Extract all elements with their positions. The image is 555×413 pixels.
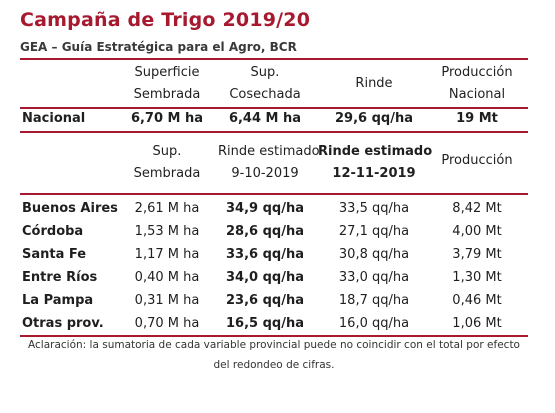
national-harvested: 6,44 M ha bbox=[228, 111, 302, 126]
province-header-yield-nov: Rinde estimado 12-11-2019 bbox=[318, 141, 433, 185]
province-sown: 0,70 M ha bbox=[134, 316, 200, 331]
province-yield-oct: 33,6 qq/ha bbox=[226, 247, 304, 262]
national-header-yield: Rinde bbox=[355, 76, 393, 91]
province-header-yield-oct: Rinde estimado 9-10-2019 bbox=[218, 141, 320, 185]
national-label: Nacional bbox=[22, 111, 86, 126]
province-name: Santa Fe bbox=[22, 247, 87, 262]
national-sown: 6,70 M ha bbox=[130, 111, 204, 126]
province-sown: 1,53 M ha bbox=[134, 224, 200, 239]
province-yield-oct: 34,0 qq/ha bbox=[226, 270, 304, 285]
national-header-harvested-l1: Sup. bbox=[250, 65, 280, 80]
rule-national-top bbox=[20, 107, 528, 109]
province-header-yield-nov-l2: 12-11-2019 bbox=[332, 166, 416, 181]
national-production: 19 Mt bbox=[456, 111, 498, 126]
province-name: Córdoba bbox=[22, 224, 84, 239]
province-sown: 1,17 M ha bbox=[134, 247, 200, 262]
province-production: 4,00 Mt bbox=[452, 224, 502, 239]
province-header-sown-l2: Sembrada bbox=[133, 166, 201, 181]
footnote: Aclaración: la sumatoria de cada variabl… bbox=[28, 339, 520, 371]
province-yield-oct: 28,6 qq/ha bbox=[226, 224, 304, 239]
national-header-sown-l2: Sembrada bbox=[133, 87, 201, 102]
province-yield-nov: 18,7 qq/ha bbox=[338, 293, 410, 308]
province-name: La Pampa bbox=[22, 293, 94, 308]
page-title: Campaña de Trigo 2019/20 bbox=[20, 9, 311, 31]
province-header-yield-oct-l1: Rinde estimado bbox=[218, 144, 320, 159]
national-header-harvested: Sup. Cosechada bbox=[218, 62, 312, 106]
province-yield-nov: 16,0 qq/ha bbox=[338, 316, 410, 331]
province-yield-nov: 30,8 qq/ha bbox=[338, 247, 410, 262]
page-subtitle: GEA – Guía Estratégica para el Agro, BCR bbox=[20, 40, 297, 54]
province-sown: 0,31 M ha bbox=[134, 293, 200, 308]
province-production: 1,30 Mt bbox=[452, 270, 502, 285]
province-production: 3,79 Mt bbox=[452, 247, 502, 262]
province-name: Otras prov. bbox=[22, 316, 104, 331]
province-yield-oct: 34,9 qq/ha bbox=[226, 201, 304, 216]
rule-national-bottom bbox=[20, 131, 528, 133]
national-header-sown: Superficie Sembrada bbox=[126, 62, 208, 106]
province-production: 1,06 Mt bbox=[452, 316, 502, 331]
province-header-sown: Sup. Sembrada bbox=[126, 141, 208, 185]
province-name: Entre Ríos bbox=[22, 270, 98, 285]
province-header-yield-oct-l2: 9-10-2019 bbox=[231, 166, 299, 181]
rule-provinces-bottom bbox=[20, 335, 528, 337]
province-header-production: Producción bbox=[441, 153, 513, 168]
national-header-harvested-l2: Cosechada bbox=[229, 87, 301, 102]
rule-provinces-top bbox=[20, 193, 528, 195]
national-yield: 29,6 qq/ha bbox=[335, 111, 413, 126]
national-header-production-l2: Nacional bbox=[448, 87, 506, 102]
rule-top bbox=[20, 58, 528, 60]
province-production: 8,42 Mt bbox=[452, 201, 502, 216]
province-yield-nov: 33,0 qq/ha bbox=[338, 270, 410, 285]
province-sown: 0,40 M ha bbox=[134, 270, 200, 285]
national-header-production: Producción Nacional bbox=[432, 62, 522, 106]
province-header-yield-nov-l1: Rinde estimado bbox=[318, 144, 433, 159]
province-sown: 2,61 M ha bbox=[134, 201, 200, 216]
province-yield-oct: 16,5 qq/ha bbox=[226, 316, 304, 331]
national-header-production-l1: Producción bbox=[441, 65, 513, 80]
province-yield-nov: 27,1 qq/ha bbox=[338, 224, 410, 239]
province-name: Buenos Aires bbox=[22, 201, 118, 216]
national-header-sown-l1: Superficie bbox=[134, 65, 200, 80]
province-header-sown-l1: Sup. bbox=[152, 144, 182, 159]
province-yield-oct: 23,6 qq/ha bbox=[226, 293, 304, 308]
province-production: 0,46 Mt bbox=[452, 293, 502, 308]
province-yield-nov: 33,5 qq/ha bbox=[338, 201, 410, 216]
